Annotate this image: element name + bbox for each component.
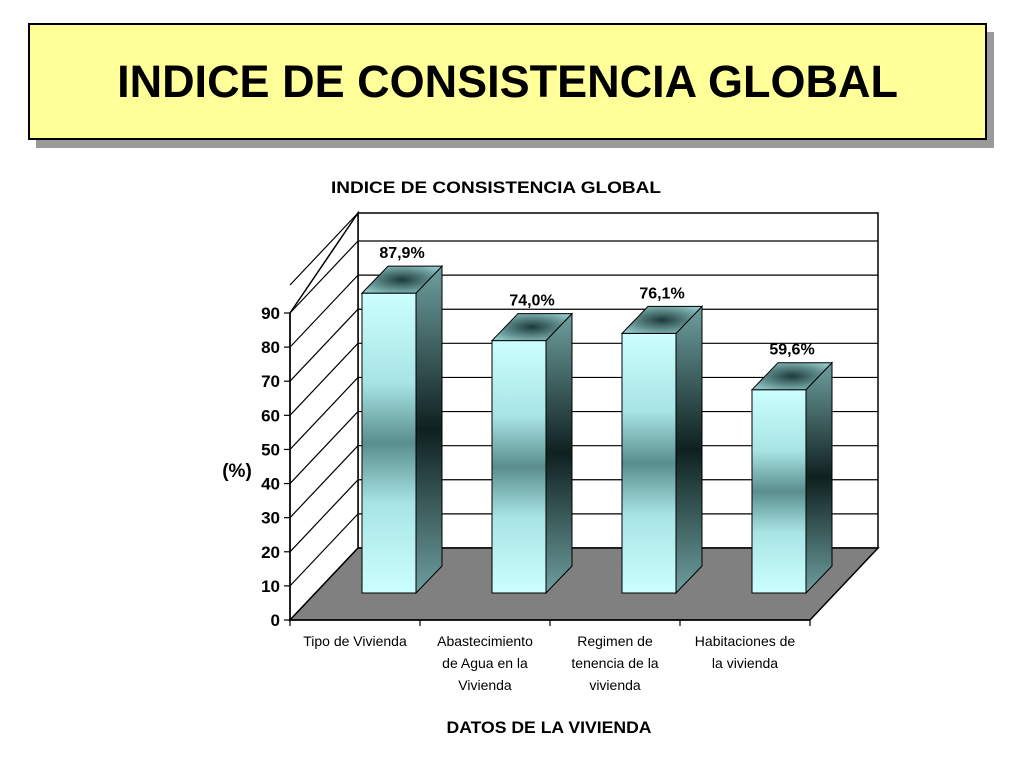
data-label: 76,1% [639,285,684,302]
gridline-side [289,377,359,450]
data-label: 74,0% [509,293,554,310]
bar-top [360,265,444,294]
x-tick-label: de Agua en la [442,655,528,671]
y-tick-label: 50 [261,440,280,459]
slide-title: INDICE DE CONSISTENCIA GLOBAL [117,55,898,107]
x-tick-label: tenencia de la [571,655,658,671]
data-label: 87,9% [379,245,424,262]
x-tick-label: Regimen de [577,633,653,649]
bar-top [750,362,834,391]
y-tick-label: 20 [261,543,280,562]
title-banner: INDICE DE CONSISTENCIA GLOBAL [28,23,987,140]
y-tick-label: 70 [261,372,280,391]
gridline-side [289,342,359,416]
y-axis-label: (%) [222,461,252,482]
x-tick-label: la vivienda [712,655,778,671]
x-axis-label: DATOS DE LA VIVIENDA [447,718,652,737]
chart-title: INDICE DE CONSISTENCIA GLOBAL [331,178,661,197]
bar-side [415,264,443,595]
gridline-side [289,274,359,348]
bar-side [805,361,833,595]
x-tick-label: Tipo de Vivienda [303,633,407,649]
gridline-side [289,411,359,484]
gridline-side [289,445,359,519]
x-tick-label: Vivienda [458,677,512,693]
gridline-side [289,212,359,286]
gridline-side [289,513,359,587]
y-tick-label: 10 [261,577,280,596]
x-tick-label: vivienda [589,677,641,693]
bar [621,332,677,594]
y-tick-label: 0 [271,611,280,630]
bar-top [490,313,574,342]
y-tick-label: 30 [261,509,280,528]
x-tick-label: Habitaciones de [695,633,796,649]
bar-side [675,305,703,595]
bar [491,340,547,594]
bar-side [545,312,573,595]
data-label: 59,6% [769,342,814,359]
gridline-side [289,479,359,553]
bar [361,292,417,594]
y-tick-label: 80 [261,338,280,357]
gridline-side [289,240,359,314]
y-tick-label: 90 [261,304,280,323]
y-tick-label: 40 [261,475,280,494]
plot-area: 0 10 20 30 40 50 60 70 80 90 87,9% 74,0% 76,1% 59,6% T… [261,210,880,693]
y-tick-label: 60 [261,406,280,425]
x-tick-label: Abastecimiento [437,633,533,649]
bar-top [620,305,704,334]
gridline-side [289,308,359,382]
bar [751,389,807,594]
